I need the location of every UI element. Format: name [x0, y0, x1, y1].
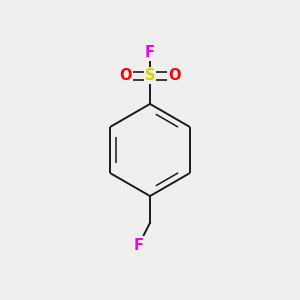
Text: F: F: [134, 238, 144, 253]
Text: S: S: [145, 68, 155, 83]
Text: F: F: [145, 45, 155, 60]
Text: O: O: [168, 68, 181, 83]
Text: O: O: [119, 68, 132, 83]
